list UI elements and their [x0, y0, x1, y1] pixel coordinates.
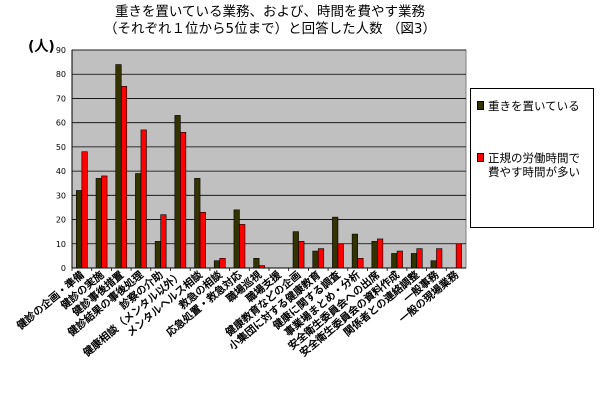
legend: 重きを置いている 正規の労働時間で費やす時間が多い	[470, 88, 594, 228]
bar-series-1	[213, 260, 221, 269]
legend-item-series-1: 重きを置いている	[477, 99, 589, 113]
y-tick-label: 80	[56, 70, 66, 79]
bar-series-2	[298, 241, 305, 269]
bar-series-2	[377, 238, 384, 269]
y-tick-label: 30	[56, 191, 66, 200]
bar-series-1	[430, 260, 437, 269]
bar-series-2	[160, 214, 167, 269]
bar-series-1	[135, 173, 142, 269]
bar-series-2	[101, 175, 108, 269]
bar-series-1	[233, 209, 240, 269]
bar-series-2	[455, 243, 462, 269]
y-tick-label: 20	[56, 216, 66, 225]
bar-series-1	[194, 178, 201, 269]
bar-series-2	[239, 224, 246, 269]
bar-series-1	[312, 250, 319, 269]
legend-swatch-series-1	[477, 101, 484, 110]
chart-title: 重きを置いている業務、および、時間を費やす業務 （それぞれ１位から5位まで）と回…	[104, 4, 436, 37]
bar-series-1	[174, 115, 181, 269]
bar-series-1	[115, 64, 122, 269]
bar-series-2	[219, 258, 226, 269]
legend-swatch-series-2	[477, 153, 484, 162]
bar-series-2	[140, 129, 147, 269]
y-tick-label: 70	[56, 94, 66, 103]
bar-series-2	[120, 86, 128, 269]
legend-label-series-1: 重きを置いている	[488, 99, 580, 113]
y-axis-unit-label: (人)	[28, 39, 55, 55]
bar-series-2	[180, 132, 187, 269]
bar-series-2	[416, 248, 423, 269]
bar-series-2	[436, 248, 443, 269]
bar-series-1	[76, 190, 83, 269]
bar-series-1	[332, 216, 339, 269]
bar-series-2	[258, 265, 265, 269]
y-tick-label: 90	[56, 46, 66, 55]
y-tick-label: 50	[56, 143, 66, 152]
bar-series-2	[357, 258, 364, 269]
bar-series-1	[351, 233, 358, 269]
legend-label-series-2: 正規の労働時間で費やす時間が多い	[488, 151, 580, 179]
legend-item-series-2: 正規の労働時間で費やす時間が多い	[477, 151, 589, 179]
y-tick-label: 10	[56, 240, 66, 249]
bar-series-2	[396, 250, 403, 269]
bar-series-1	[371, 241, 378, 269]
bar-series-2	[199, 211, 206, 269]
bar-series-2	[317, 248, 325, 269]
bar-series-2	[81, 151, 88, 269]
bar-series-2	[337, 243, 344, 269]
y-tick-label: 0	[61, 264, 66, 273]
plot-area	[71, 49, 467, 269]
y-tick-label: 60	[56, 119, 66, 128]
bar-series-1	[253, 258, 260, 269]
bar-series-1	[391, 253, 398, 269]
bar-series-1	[154, 241, 161, 269]
y-tick-label: 40	[56, 167, 66, 176]
bar-series-1	[292, 231, 299, 269]
bar-series-1	[410, 253, 418, 269]
bar-series-1	[95, 178, 102, 269]
